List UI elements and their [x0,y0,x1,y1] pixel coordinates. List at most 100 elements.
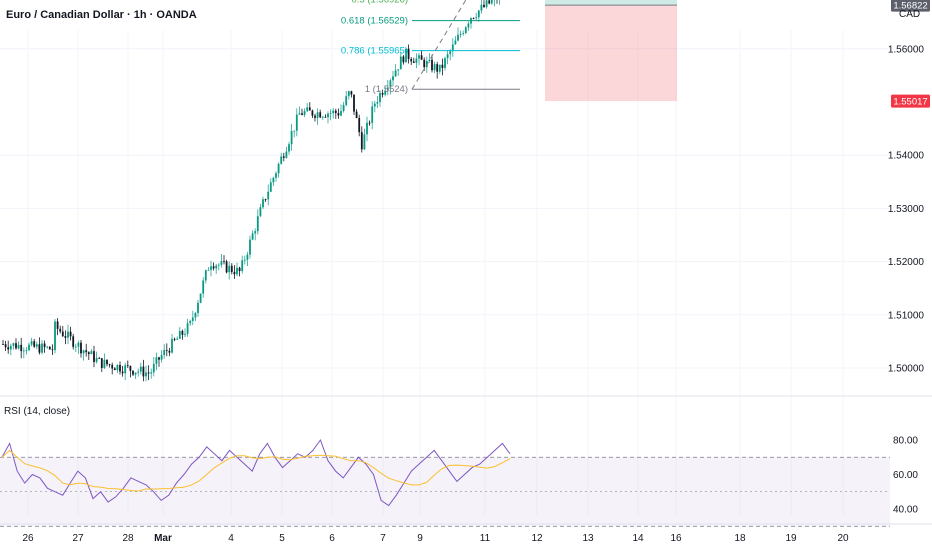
candle-body [194,313,197,318]
candle-body [449,51,452,55]
candle-body [342,105,345,111]
candle-body [126,365,129,367]
candle-body [368,122,371,124]
candle-body [158,357,160,360]
candle-body [25,350,28,351]
candle-body [165,349,168,351]
price-tag [891,0,930,12]
position-target-zone [545,0,677,6]
price-tick-label: 1.50000 [888,364,925,375]
candle-body [197,302,199,314]
candle-body [288,144,290,152]
candle-body [108,364,111,366]
candle-body [431,59,433,71]
candle-body [379,92,381,103]
fib-level-label: 0.618 (1.56529) [341,16,408,27]
candle-body [418,55,420,59]
candle-body [423,59,426,68]
price-tick-label: 1.56000 [888,44,925,55]
candle-body [267,191,270,200]
candle-body [324,116,327,118]
candle-body [100,358,103,368]
candle-body [311,110,314,116]
candle-body [106,359,108,365]
candle-body [259,207,262,217]
candle-body [243,259,246,261]
candle-body [80,342,82,354]
time-tick-label: 19 [785,533,797,544]
candle-body [228,265,231,273]
candle-body [103,359,106,368]
candle-body [241,260,244,272]
candle-body [488,0,491,4]
candle-body [262,199,264,208]
candle-body [93,351,95,362]
candle-body [124,365,127,374]
candle-body [223,261,225,262]
candle-body [389,80,392,88]
rsi-ma-line [1,449,511,492]
candle-body [467,23,470,28]
candle-body [301,113,303,115]
candle-body [111,364,114,369]
candle-body [28,344,30,351]
candle-body [397,69,400,71]
price-axis: 1.570001.560001.540001.530001.520001.510… [888,0,930,375]
candle-body [334,110,337,114]
candle-body [275,173,277,178]
candle-body [332,110,335,114]
candle-body [9,345,12,350]
candle-body [147,372,150,374]
candle-body [246,254,249,260]
price-tag-label: 1.56822 [893,1,927,12]
candle-body [2,344,4,345]
candle-body [77,342,80,347]
candle-body [345,96,348,106]
time-tick-label: 20 [837,533,849,544]
candle-body [230,265,233,272]
candle-body [384,90,387,95]
time-tick-label: 18 [734,533,746,544]
time-tick-label: 27 [72,533,84,544]
candle-body [350,91,353,95]
candle-body [303,111,306,115]
candle-body [171,338,173,353]
candle-body [358,117,361,133]
candle-body [225,261,228,273]
candle-body [178,330,181,339]
fib-level-label: 1 (1.5524) [365,84,408,95]
candle-body [405,48,407,63]
candle-body [189,320,192,324]
candle-body [399,56,402,70]
candle-body [477,10,480,18]
candle-body [412,61,415,63]
candle-body [295,114,298,131]
candle-body [33,341,36,347]
fib-trend-line [411,0,467,90]
rsi-tick-label: 80.00 [893,436,918,447]
candle-body [415,58,418,63]
candle-body [480,4,483,11]
candle-body [459,33,462,35]
candle-body [319,112,322,118]
candle-body [137,371,140,373]
currency-label[interactable]: CAD [899,9,921,20]
price-tag-label: 1.55017 [893,97,927,108]
candle-body [363,134,366,150]
candle-body [249,239,251,255]
candle-body [132,370,134,375]
candle-body [7,347,10,350]
candle-body [329,113,332,114]
candle-body [483,4,485,7]
candle-body [22,350,25,352]
candle-body [472,18,475,19]
candle-body [444,58,446,68]
candle-body [191,317,194,321]
candle-body [59,328,62,332]
candle-body [256,216,259,232]
time-tick-label: 9 [417,533,423,544]
candle-body [64,336,67,338]
candle-body [428,59,431,62]
candle-body [485,0,488,7]
